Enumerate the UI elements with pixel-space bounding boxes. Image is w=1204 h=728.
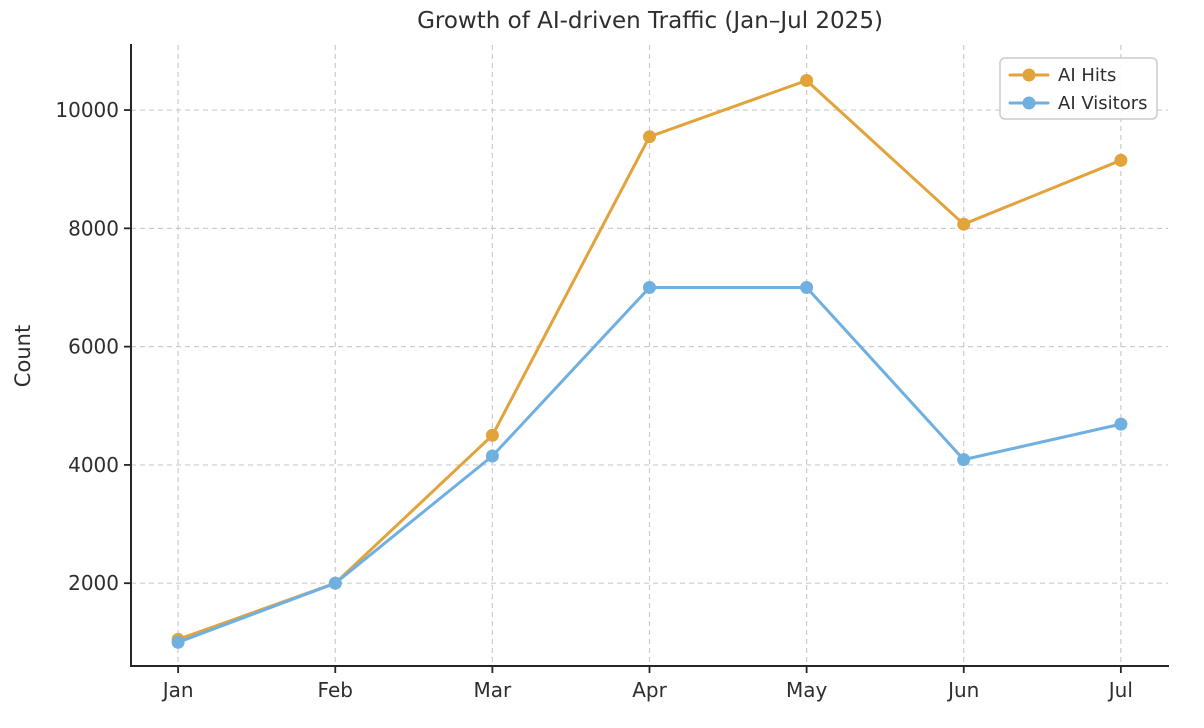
x-tick-label: Apr: [632, 678, 667, 702]
y-tick-label: 2000: [68, 571, 119, 595]
data-point-ai-hits: [800, 74, 814, 87]
data-point-ai-visitors: [800, 281, 814, 294]
grid-layer: [131, 45, 1168, 666]
data-point-ai-hits: [485, 428, 499, 442]
legend-label: AI Visitors: [1058, 93, 1148, 114]
series-layer: [171, 74, 1128, 649]
x-tick-label: Mar: [474, 678, 513, 702]
x-tick-label: Jun: [946, 678, 979, 702]
y-tick-label: 8000: [68, 216, 119, 240]
legend: AI Hits AI Visitors: [999, 57, 1158, 120]
legend-marker-icon: [1022, 96, 1036, 110]
data-point-ai-visitors: [328, 576, 342, 590]
data-point-ai-hits: [643, 130, 656, 144]
data-point-ai-visitors: [485, 449, 499, 463]
y-tick-label: 10000: [55, 98, 119, 122]
x-tick-label: May: [786, 678, 828, 702]
data-point-ai-visitors: [643, 281, 656, 294]
data-point-ai-hits: [1114, 153, 1128, 167]
x-tick-label: Jul: [1107, 678, 1133, 702]
y-tick-label: 6000: [68, 335, 119, 359]
data-point-ai-visitors: [1114, 417, 1128, 431]
legend-item-ai-visitors: AI Visitors: [1008, 93, 1148, 114]
legend-item-ai-hits: AI Hits: [1008, 65, 1116, 86]
legend-label: AI Hits: [1058, 65, 1116, 86]
axes-layer: Jan Feb Mar Apr May Jun Jul 2000 4000 6000 8000 100…: [55, 44, 1169, 702]
y-axis-label: Count: [11, 325, 35, 387]
y-tick-label: 4000: [68, 453, 119, 477]
data-point-ai-hits: [957, 217, 971, 231]
data-point-ai-visitors: [957, 453, 971, 467]
data-point-ai-visitors: [171, 635, 185, 649]
legend-marker-icon: [1022, 68, 1036, 82]
x-tick-label: Feb: [318, 678, 353, 702]
x-tick-label: Jan: [161, 678, 194, 702]
chart-title: Growth of AI-driven Traffic (Jan–Jul 202…: [417, 8, 883, 34]
